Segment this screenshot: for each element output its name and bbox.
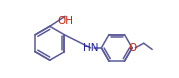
Text: O: O: [129, 43, 137, 53]
Text: OH: OH: [57, 16, 73, 26]
Text: HN: HN: [83, 43, 98, 53]
